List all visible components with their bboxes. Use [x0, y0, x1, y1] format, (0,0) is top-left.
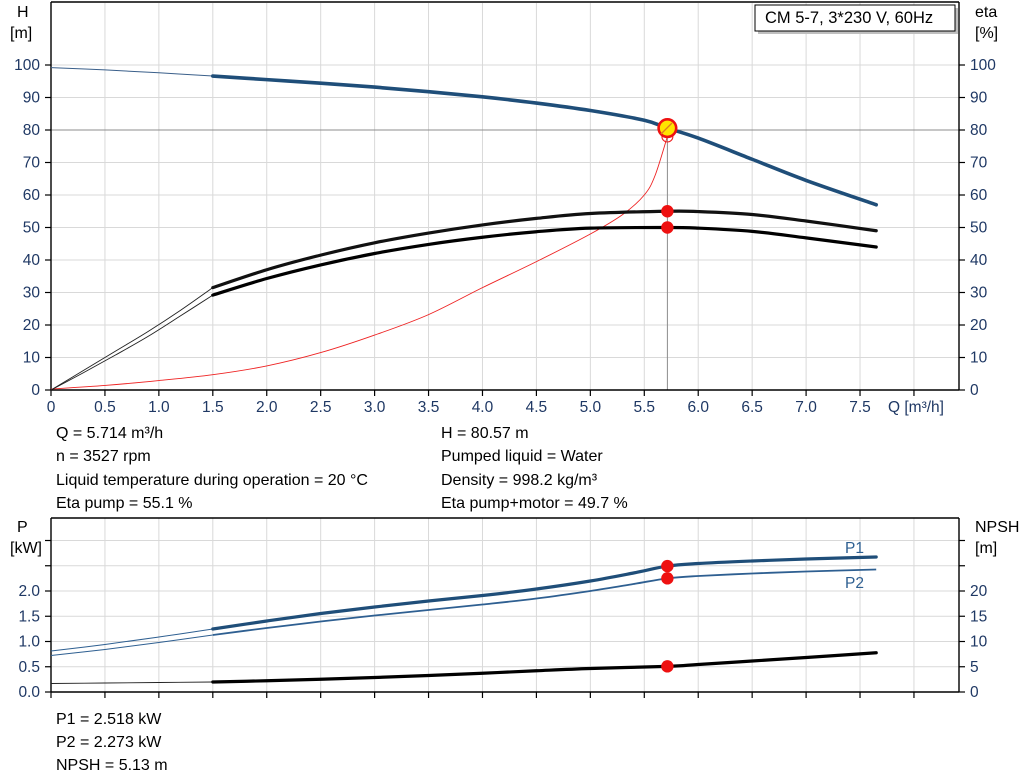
svg-text:20: 20	[970, 317, 988, 334]
svg-text:4.0: 4.0	[472, 399, 494, 416]
svg-text:eta: eta	[975, 4, 997, 21]
svg-text:Density = 998.2 kg/m³: Density = 998.2 kg/m³	[441, 472, 598, 489]
svg-text:0: 0	[31, 382, 40, 399]
svg-text:10: 10	[970, 634, 988, 651]
svg-text:2.0: 2.0	[18, 583, 40, 600]
svg-text:P: P	[17, 519, 28, 536]
svg-text:80: 80	[23, 122, 41, 139]
svg-text:1.0: 1.0	[18, 634, 40, 651]
svg-text:Q = 5.714 m³/h: Q = 5.714 m³/h	[56, 425, 163, 442]
svg-text:10: 10	[23, 350, 41, 367]
svg-text:4.5: 4.5	[526, 399, 548, 416]
svg-text:P2 = 2.273 kW: P2 = 2.273 kW	[56, 734, 162, 751]
svg-text:30: 30	[970, 285, 988, 302]
svg-text:Q [m³/h]: Q [m³/h]	[888, 399, 944, 416]
svg-text:15: 15	[970, 608, 987, 625]
svg-text:10: 10	[970, 350, 988, 367]
svg-text:Eta pump+motor = 49.7 %: Eta pump+motor = 49.7 %	[441, 495, 628, 512]
svg-text:NPSH = 5.13 m: NPSH = 5.13 m	[56, 757, 168, 774]
svg-text:7.0: 7.0	[795, 399, 817, 416]
svg-text:0.0: 0.0	[18, 684, 40, 701]
svg-text:50: 50	[970, 220, 988, 237]
svg-text:H = 80.57 m: H = 80.57 m	[441, 425, 529, 442]
svg-text:70: 70	[23, 155, 41, 172]
svg-text:P1: P1	[845, 540, 864, 557]
svg-text:0: 0	[970, 684, 979, 701]
svg-text:0: 0	[970, 382, 979, 399]
svg-text:1.5: 1.5	[18, 608, 40, 625]
svg-text:80: 80	[970, 122, 988, 139]
svg-text:H: H	[17, 4, 29, 21]
svg-text:1.5: 1.5	[202, 399, 224, 416]
svg-text:6.0: 6.0	[687, 399, 709, 416]
svg-text:0: 0	[47, 399, 56, 416]
svg-text:[m]: [m]	[975, 540, 997, 557]
svg-text:90: 90	[970, 90, 988, 107]
svg-text:100: 100	[14, 57, 40, 74]
svg-text:1.0: 1.0	[148, 399, 170, 416]
svg-text:0.5: 0.5	[18, 659, 40, 676]
svg-text:P2: P2	[845, 575, 864, 592]
svg-text:[kW]: [kW]	[10, 540, 42, 557]
svg-text:5.0: 5.0	[580, 399, 602, 416]
svg-text:90: 90	[23, 90, 41, 107]
svg-text:[%]: [%]	[975, 25, 998, 42]
svg-text:7.5: 7.5	[849, 399, 871, 416]
svg-text:20: 20	[23, 317, 41, 334]
svg-text:5.5: 5.5	[634, 399, 656, 416]
svg-text:40: 40	[970, 252, 988, 269]
svg-text:5: 5	[970, 659, 979, 676]
svg-text:30: 30	[23, 285, 41, 302]
svg-text:2.5: 2.5	[310, 399, 332, 416]
svg-text:3.5: 3.5	[418, 399, 440, 416]
svg-text:60: 60	[970, 187, 988, 204]
svg-text:20: 20	[970, 583, 988, 600]
svg-text:CM 5-7, 3*230 V, 60Hz: CM 5-7, 3*230 V, 60Hz	[765, 9, 933, 27]
svg-text:2.0: 2.0	[256, 399, 278, 416]
svg-text:Liquid temperature during oper: Liquid temperature during operation = 20…	[56, 472, 368, 489]
svg-text:100: 100	[970, 57, 996, 74]
svg-text:70: 70	[970, 155, 988, 172]
svg-text:3.0: 3.0	[364, 399, 386, 416]
svg-text:0.5: 0.5	[94, 399, 116, 416]
svg-text:60: 60	[23, 187, 41, 204]
svg-text:n = 3527 rpm: n = 3527 rpm	[56, 448, 151, 465]
svg-text:NPSH: NPSH	[975, 519, 1019, 536]
svg-text:Pumped liquid = Water: Pumped liquid = Water	[441, 448, 603, 465]
svg-text:6.5: 6.5	[741, 399, 763, 416]
svg-text:[m]: [m]	[10, 25, 32, 42]
svg-text:50: 50	[23, 220, 41, 237]
svg-text:P1 = 2.518 kW: P1 = 2.518 kW	[56, 711, 162, 728]
svg-text:40: 40	[23, 252, 41, 269]
svg-text:Eta pump = 55.1 %: Eta pump = 55.1 %	[56, 495, 193, 512]
